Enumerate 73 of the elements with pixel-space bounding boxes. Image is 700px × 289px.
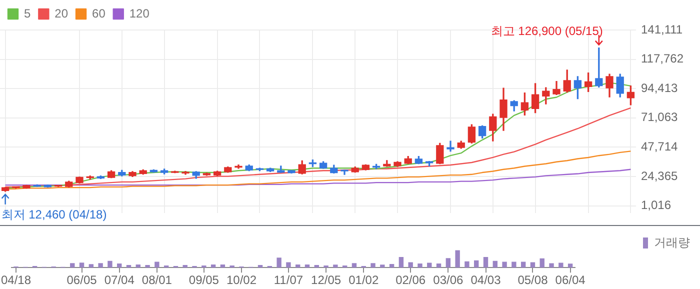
x-tick-label: 12/05 bbox=[311, 273, 342, 288]
legend-label: 60 bbox=[92, 6, 106, 20]
x-tick-label: 03/06 bbox=[433, 273, 464, 288]
x-tick-label: 09/05 bbox=[188, 273, 220, 288]
x-tick-label: 11/07 bbox=[274, 273, 304, 288]
y-tick-label: 71,063 bbox=[641, 110, 678, 124]
candlestick bbox=[340, 170, 348, 175]
y-tick-label: 117,762 bbox=[641, 52, 684, 66]
bar bbox=[455, 250, 460, 268]
bar bbox=[304, 264, 310, 268]
x-tick-label: 06/05 bbox=[66, 273, 98, 288]
bar bbox=[436, 263, 442, 268]
bar bbox=[314, 265, 319, 268]
x-tick-label: 02/06 bbox=[396, 273, 426, 288]
bar bbox=[568, 264, 573, 268]
bar bbox=[389, 264, 394, 268]
bar bbox=[220, 264, 226, 268]
bar bbox=[558, 262, 564, 268]
bar bbox=[70, 263, 75, 268]
bar bbox=[549, 263, 554, 268]
x-tick-label: 04/03 bbox=[470, 273, 502, 288]
bar bbox=[540, 258, 544, 268]
legend-label: 거래량 bbox=[654, 235, 690, 250]
bar bbox=[398, 257, 404, 268]
bar bbox=[474, 260, 479, 268]
bar bbox=[520, 262, 526, 268]
bar bbox=[136, 264, 140, 268]
y-tick-label: 141,111 bbox=[641, 22, 683, 36]
bar bbox=[512, 262, 516, 268]
x-tick-label: 10/02 bbox=[226, 273, 257, 288]
bar bbox=[418, 263, 422, 268]
bar bbox=[276, 258, 282, 268]
x-tick-label: 07/04 bbox=[104, 273, 135, 288]
bar bbox=[145, 265, 150, 268]
bar bbox=[210, 264, 216, 268]
bar bbox=[408, 262, 413, 268]
x-tick-label: 06/04 bbox=[555, 273, 586, 288]
bar bbox=[464, 261, 470, 268]
bar bbox=[446, 258, 451, 268]
y-tick-label: 47,714 bbox=[641, 139, 678, 154]
bar bbox=[79, 262, 84, 268]
bar bbox=[483, 257, 488, 268]
y-tick-label: 1,016 bbox=[641, 198, 672, 212]
bar bbox=[98, 263, 103, 268]
bar bbox=[126, 265, 132, 268]
bar bbox=[117, 263, 122, 268]
x-tick-label: 08/01 bbox=[142, 273, 172, 288]
candlestick bbox=[446, 140, 454, 152]
bar bbox=[258, 265, 263, 268]
bar bbox=[502, 262, 507, 268]
annotation: 최저 12,460 (04/18) bbox=[1, 208, 107, 222]
bar bbox=[333, 264, 338, 268]
legend-label: 120 bbox=[129, 6, 150, 20]
x-tick-label: 04/18 bbox=[1, 273, 32, 288]
bar bbox=[530, 262, 536, 268]
bar bbox=[492, 260, 498, 268]
bar bbox=[352, 263, 357, 268]
candlestick bbox=[171, 170, 179, 174]
bar bbox=[88, 264, 94, 268]
bar bbox=[296, 264, 300, 268]
bar bbox=[370, 263, 376, 268]
x-tick-label: 05/08 bbox=[518, 273, 548, 288]
legend-label: 5 bbox=[24, 6, 31, 20]
legend-label: 20 bbox=[54, 6, 68, 20]
y-tick-label: 94,413 bbox=[641, 80, 678, 95]
bar bbox=[108, 260, 112, 268]
y-tick-label: 24,365 bbox=[641, 168, 678, 183]
bar bbox=[286, 262, 291, 268]
bar bbox=[154, 262, 160, 268]
x-tick-label: 01/02 bbox=[348, 273, 379, 288]
bar bbox=[380, 264, 385, 268]
bar bbox=[182, 265, 188, 268]
annotation: 최고 126,900 (05/15) bbox=[490, 24, 603, 38]
